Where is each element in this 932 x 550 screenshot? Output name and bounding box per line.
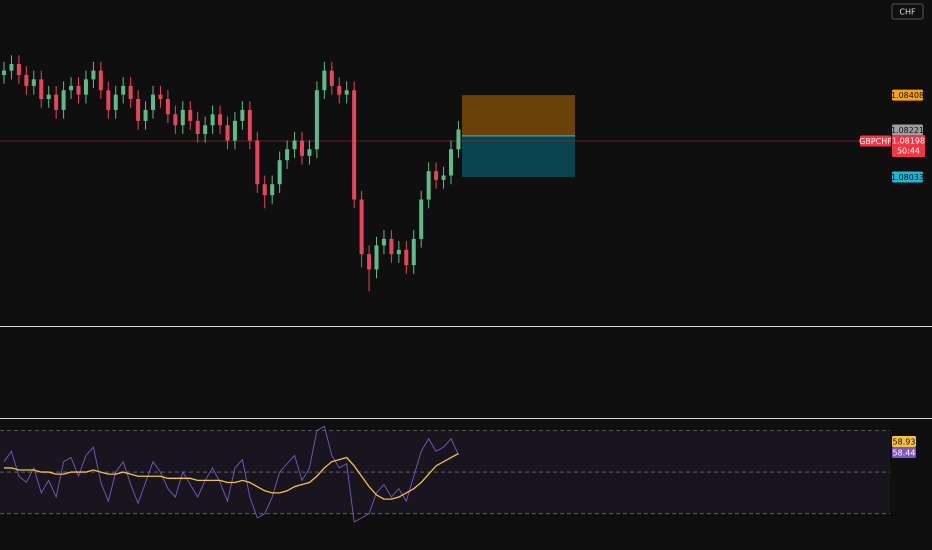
target-price-label-bg [892, 171, 923, 183]
candle-body [314, 90, 319, 150]
candle-body [180, 109, 185, 126]
candle-body [374, 245, 379, 270]
candle-body [39, 79, 44, 100]
candle-body [247, 109, 252, 141]
candle-body [359, 199, 364, 255]
candle-body [165, 99, 170, 115]
candle-body [277, 160, 282, 185]
candle-body [98, 70, 103, 91]
candle-body [426, 171, 431, 200]
symbol-label: GBPCHF [859, 137, 892, 146]
candle-body [195, 120, 200, 134]
rsi-value-label-bg [892, 447, 916, 459]
candle-body [404, 249, 409, 266]
rsi-line [4, 452, 459, 500]
candle-body [232, 120, 237, 141]
candle-body [434, 171, 439, 180]
candle-body [322, 70, 327, 91]
candle-body [158, 94, 163, 100]
candle-body [188, 109, 193, 121]
candle-body [419, 199, 424, 239]
candle-body [61, 90, 66, 110]
candle-body [344, 90, 349, 95]
entry-price-label: 1.08221 [891, 126, 924, 135]
candle-body [449, 149, 453, 176]
candle-body [9, 64, 14, 71]
candle-body [381, 238, 386, 246]
candle-body [367, 254, 372, 270]
candle-body [151, 94, 155, 110]
stop-price-label-bg [892, 89, 923, 101]
candle-body [128, 85, 133, 100]
candle-body [218, 114, 223, 126]
candle-body [285, 149, 290, 161]
candle-body [46, 94, 51, 100]
candle-body [24, 74, 29, 86]
candle-body [143, 109, 148, 121]
candle-body [54, 94, 59, 110]
candle-body [31, 79, 36, 86]
candle-body [2, 70, 6, 75]
last-price-label: 1.08198 [892, 136, 925, 145]
rsi-value-label: 58.44 [893, 449, 916, 458]
candle-body [76, 85, 81, 95]
candle-body [411, 238, 416, 266]
candle-body [240, 109, 245, 121]
candle-body [210, 114, 215, 126]
candle-body [113, 94, 118, 110]
candle-body [91, 70, 96, 80]
candle-body [300, 140, 304, 156]
candle-body [225, 125, 230, 141]
candle-body [441, 175, 446, 180]
candle-body [307, 149, 312, 156]
entry-price-label-bg [892, 124, 923, 136]
symbol-label-bg [860, 135, 891, 147]
candle-body [173, 114, 178, 126]
currency-label[interactable]: CHF [899, 8, 916, 17]
countdown-label: 50:44 [897, 146, 920, 155]
candle-body [121, 85, 126, 95]
stop-zone [462, 95, 575, 136]
candle-body [456, 129, 461, 150]
candle-body [396, 249, 401, 255]
candle-body [389, 238, 394, 255]
target-price-label: 1.08033 [891, 173, 924, 182]
candle-body [329, 70, 334, 86]
stop-price-label: 1.08408 [891, 91, 924, 100]
currency-button[interactable] [891, 3, 924, 20]
target-zone [462, 135, 575, 178]
rsi-line [3, 425, 459, 523]
candle-body [106, 90, 111, 110]
candle-body [352, 90, 357, 200]
candle-body [83, 79, 88, 95]
candle-body [262, 184, 267, 196]
candle-body [136, 99, 141, 121]
rsi-ma-value-label: 58.93 [893, 438, 916, 447]
candle-body [255, 140, 260, 185]
candle-body [203, 125, 208, 134]
candle-body [270, 184, 275, 196]
last-price-bg [892, 134, 925, 157]
candle-body [16, 64, 21, 75]
candle-body [292, 140, 297, 150]
rsi-ma-value-label-bg [892, 436, 916, 448]
candle-body [69, 85, 74, 91]
candle-body [337, 85, 342, 95]
